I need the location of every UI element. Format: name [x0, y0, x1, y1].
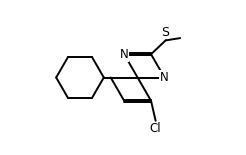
Text: S: S — [161, 26, 169, 39]
Text: N: N — [120, 48, 128, 61]
Text: N: N — [160, 71, 169, 84]
Text: Cl: Cl — [150, 122, 161, 135]
